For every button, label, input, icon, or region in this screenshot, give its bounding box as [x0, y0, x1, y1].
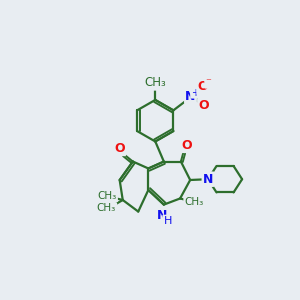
Text: O: O — [181, 139, 192, 152]
Text: CH₃: CH₃ — [97, 203, 116, 214]
Text: O: O — [114, 142, 125, 155]
Text: O: O — [198, 80, 208, 93]
Text: ⁻: ⁻ — [206, 78, 211, 88]
Text: N: N — [157, 209, 167, 222]
Text: CH₃: CH₃ — [144, 76, 166, 89]
Text: N: N — [185, 90, 196, 103]
Text: H: H — [164, 216, 172, 226]
Text: O: O — [198, 99, 209, 112]
Text: N: N — [203, 173, 213, 186]
Text: CH₃: CH₃ — [184, 197, 204, 207]
Text: +: + — [191, 88, 199, 98]
Text: CH₃: CH₃ — [98, 191, 117, 201]
